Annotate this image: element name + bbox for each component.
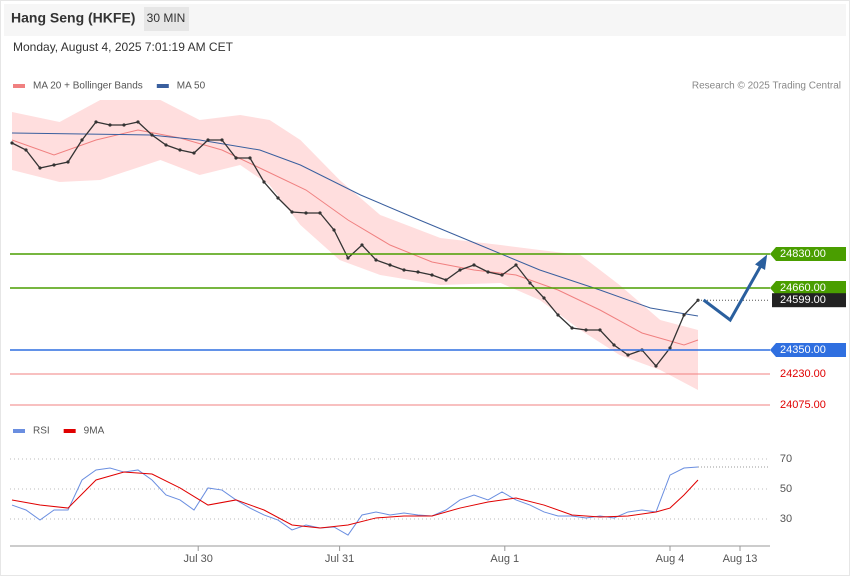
price-point [38,166,42,170]
price-point [150,133,154,137]
price-point [514,263,518,267]
datetime: Monday, August 4, 2025 7:01:19 AM CET [13,40,234,54]
price-point [248,156,252,160]
price-point [682,313,686,317]
price-point [80,138,84,142]
title: Hang Seng (HKFE) [11,10,135,26]
price-point [290,210,294,214]
y-tick-label: 50 [780,483,792,495]
last-price-label: 24599.00 [780,294,826,306]
price-point [220,138,224,142]
price-point [598,328,602,332]
y-tick-label: 30 [780,513,792,525]
forecast-arrowhead [755,254,768,270]
level-label: 24660.00 [780,282,826,294]
price-line [11,121,699,368]
price-point [304,211,308,215]
x-tick-label: Jul 30 [184,553,213,565]
price-point [584,328,588,332]
level-box [770,343,846,357]
price-point [528,281,532,285]
timeframe[interactable]: 30 MIN [147,11,186,25]
price-point [276,196,280,200]
price-point [430,273,434,277]
level-label: 24350.00 [780,344,826,356]
price-point [192,151,196,155]
price-point [570,326,574,330]
rsi-line [11,471,699,529]
legend-label: MA 50 [177,81,206,92]
price-point [94,120,98,124]
price-point [472,263,476,267]
level-label: 24830.00 [780,248,826,260]
price-point [234,156,238,160]
price-point [500,273,504,277]
price-point [66,160,70,164]
bollinger-band [12,100,698,390]
price-point [346,256,350,260]
price-point [542,296,546,300]
price-point [164,143,168,147]
legend-swatch [13,429,25,433]
price-point [388,263,392,267]
price-point [556,313,560,317]
price-point [136,120,140,124]
legend-label: 9MA [84,426,105,437]
ma-line [11,129,699,346]
price-point [444,278,448,282]
price-point [654,364,658,368]
price-point [108,123,112,127]
price-point [10,141,14,145]
legend-swatch [156,84,169,88]
y-tick-label: 70 [780,453,792,465]
price-point [360,243,364,247]
level-box [770,247,846,261]
price-point [262,180,266,184]
legend-label: MA 20 + Bollinger Bands [33,81,143,92]
price-point [626,353,630,357]
ma-line [11,132,699,317]
price-point [402,268,406,272]
x-tick-label: Aug 1 [490,553,519,565]
level-label: 24230.00 [780,368,826,380]
price-point [668,346,672,350]
x-tick-label: Aug 4 [656,553,685,565]
x-tick-label: Jul 31 [325,553,354,565]
price-point [458,268,462,272]
level-label: 24075.00 [780,399,826,411]
timeframe-box[interactable] [144,7,189,31]
price-point [122,123,126,127]
price-point [206,138,210,142]
price-point [612,343,616,347]
last-price-box [772,293,846,308]
price-point [332,228,336,232]
legend-swatch [63,429,76,433]
price-point [374,258,378,262]
level-box [770,281,846,295]
price-point [52,163,56,167]
price-point [416,270,420,274]
price-point [318,211,322,215]
credit: Research © 2025 Trading Central [692,81,841,92]
legend-swatch [13,84,25,88]
x-tick-label: Aug 13 [723,553,758,565]
legend-label: RSI [33,426,50,437]
forecast-arrow [702,257,767,323]
price-point [486,270,490,274]
price-point [178,148,182,152]
price-point [24,148,28,152]
rsi-line [11,466,699,536]
